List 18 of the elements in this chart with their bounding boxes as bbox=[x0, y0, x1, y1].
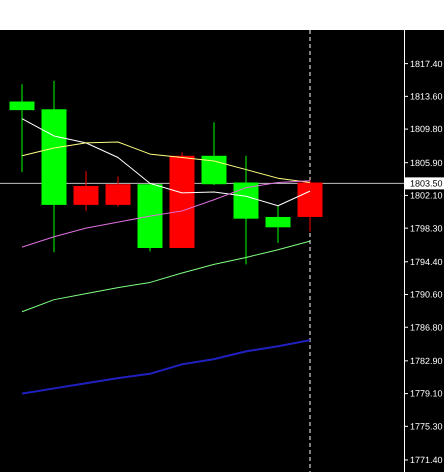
y-tick-label: 1775.30 bbox=[410, 421, 443, 432]
line-series bbox=[21, 339, 311, 395]
y-tick-label: 1794.40 bbox=[410, 256, 443, 267]
y-tick-label: 1798.30 bbox=[410, 223, 443, 234]
line-series bbox=[22, 240, 310, 312]
y-tick-label: 1786.80 bbox=[410, 322, 443, 332]
y-tick-label: 1779.10 bbox=[410, 388, 443, 399]
y-tick-label: 1809.80 bbox=[410, 124, 443, 134]
y-tick-label: 1813.60 bbox=[410, 91, 443, 102]
y-tick-label: 1790.60 bbox=[410, 290, 443, 300]
y-tick-label: 1802.10 bbox=[410, 190, 443, 201]
candlestick bbox=[10, 84, 34, 173]
line-series bbox=[22, 180, 310, 248]
y-tick-label: 1782.90 bbox=[410, 356, 443, 366]
y-tick-label: 1805.90 bbox=[410, 158, 443, 168]
ref-line-label: 1803.50 bbox=[410, 178, 443, 189]
y-tick-label: 1771.40 bbox=[410, 455, 443, 466]
y-tick-label: 1817.40 bbox=[410, 58, 443, 69]
